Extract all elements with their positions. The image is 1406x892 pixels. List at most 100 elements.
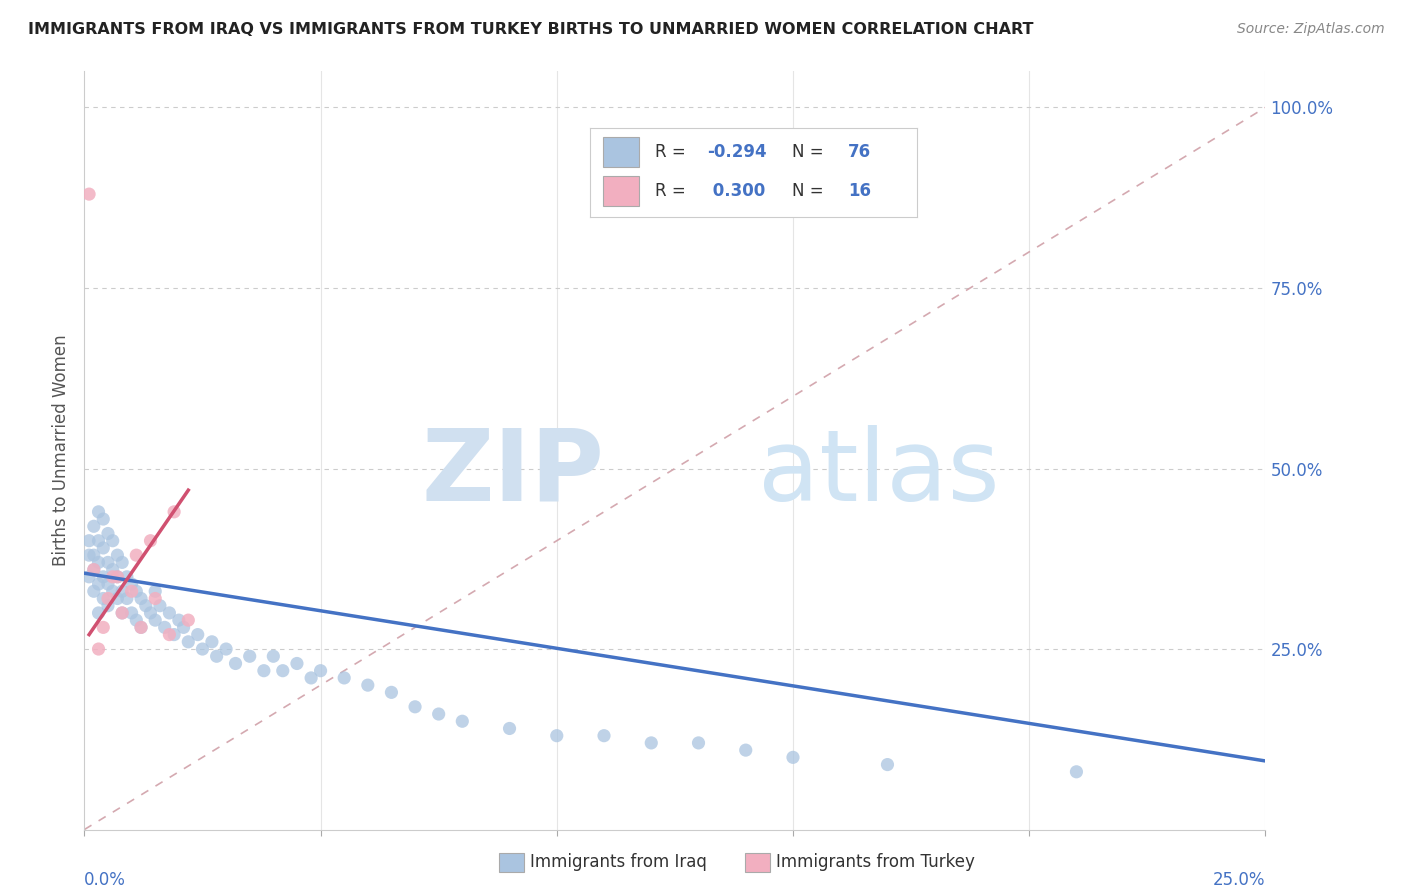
Text: 25.0%: 25.0% bbox=[1213, 871, 1265, 889]
Point bbox=[177, 613, 200, 627]
Text: N =: N = bbox=[793, 182, 824, 200]
Point bbox=[121, 584, 143, 599]
Point bbox=[125, 584, 148, 599]
Point bbox=[688, 736, 710, 750]
Point bbox=[157, 606, 180, 620]
Text: 0.0%: 0.0% bbox=[84, 871, 127, 889]
Point bbox=[87, 555, 110, 569]
Point bbox=[239, 649, 262, 664]
Point bbox=[143, 584, 166, 599]
Point bbox=[87, 505, 110, 519]
Point bbox=[309, 664, 332, 678]
Point bbox=[129, 620, 152, 634]
Point bbox=[187, 627, 209, 641]
Text: IMMIGRANTS FROM IRAQ VS IMMIGRANTS FROM TURKEY BIRTHS TO UNMARRIED WOMEN CORRELA: IMMIGRANTS FROM IRAQ VS IMMIGRANTS FROM … bbox=[28, 22, 1033, 37]
Point bbox=[97, 555, 120, 569]
Point bbox=[734, 743, 756, 757]
Y-axis label: Births to Unmarried Women: Births to Unmarried Women bbox=[52, 334, 70, 566]
Point bbox=[177, 635, 200, 649]
Point bbox=[451, 714, 474, 729]
Point bbox=[129, 591, 152, 606]
Point bbox=[91, 512, 114, 526]
Point bbox=[97, 526, 120, 541]
Point bbox=[83, 563, 105, 577]
Text: Immigrants from Iraq: Immigrants from Iraq bbox=[530, 853, 707, 871]
Point bbox=[380, 685, 402, 699]
Point bbox=[97, 599, 120, 613]
Point bbox=[101, 584, 124, 599]
Point bbox=[163, 627, 186, 641]
Point bbox=[149, 599, 172, 613]
Point bbox=[111, 584, 134, 599]
Point bbox=[77, 570, 100, 584]
Point bbox=[91, 570, 114, 584]
Text: atlas: atlas bbox=[758, 425, 1000, 522]
Point bbox=[125, 613, 148, 627]
Point bbox=[135, 599, 157, 613]
Point bbox=[87, 642, 110, 657]
Point bbox=[1066, 764, 1088, 779]
Point bbox=[91, 620, 114, 634]
Text: -0.294: -0.294 bbox=[707, 143, 768, 161]
Point bbox=[299, 671, 322, 685]
Point bbox=[173, 620, 195, 634]
Point bbox=[876, 757, 898, 772]
Text: 0.300: 0.300 bbox=[707, 182, 766, 200]
Point bbox=[83, 548, 105, 562]
Point bbox=[91, 591, 114, 606]
Text: N =: N = bbox=[793, 143, 824, 161]
Text: 76: 76 bbox=[848, 143, 872, 161]
Point bbox=[191, 642, 214, 657]
Point bbox=[101, 563, 124, 577]
Point bbox=[201, 635, 224, 649]
Point bbox=[107, 570, 129, 584]
Point bbox=[107, 548, 129, 562]
Point bbox=[262, 649, 284, 664]
Point bbox=[285, 657, 308, 671]
Point bbox=[333, 671, 356, 685]
Point bbox=[115, 570, 138, 584]
Point bbox=[101, 570, 124, 584]
FancyBboxPatch shape bbox=[603, 176, 638, 206]
Point bbox=[205, 649, 228, 664]
Point bbox=[215, 642, 238, 657]
Point bbox=[111, 606, 134, 620]
Point bbox=[593, 729, 616, 743]
Point bbox=[77, 187, 100, 202]
Point bbox=[83, 519, 105, 533]
Point bbox=[115, 591, 138, 606]
Point bbox=[157, 627, 180, 641]
Point bbox=[87, 533, 110, 548]
Point bbox=[271, 664, 294, 678]
Point bbox=[640, 736, 662, 750]
Point bbox=[97, 577, 120, 591]
Point bbox=[107, 570, 129, 584]
Point bbox=[97, 591, 120, 606]
Point bbox=[111, 606, 134, 620]
Text: R =: R = bbox=[655, 182, 686, 200]
Point bbox=[129, 620, 152, 634]
Point bbox=[782, 750, 804, 764]
Point bbox=[427, 706, 450, 721]
Point bbox=[111, 555, 134, 569]
Point bbox=[498, 722, 520, 736]
Point bbox=[153, 620, 176, 634]
Point bbox=[163, 505, 186, 519]
Point bbox=[77, 548, 100, 562]
Text: R =: R = bbox=[655, 143, 686, 161]
Point bbox=[87, 577, 110, 591]
FancyBboxPatch shape bbox=[603, 136, 638, 167]
Point bbox=[357, 678, 380, 692]
Point bbox=[404, 699, 426, 714]
Point bbox=[121, 577, 143, 591]
Point bbox=[139, 606, 162, 620]
Point bbox=[121, 606, 143, 620]
Point bbox=[143, 591, 166, 606]
Text: Immigrants from Turkey: Immigrants from Turkey bbox=[776, 853, 974, 871]
Point bbox=[83, 584, 105, 599]
Point bbox=[139, 533, 162, 548]
Text: 16: 16 bbox=[848, 182, 872, 200]
Point bbox=[225, 657, 247, 671]
Point bbox=[101, 533, 124, 548]
Point bbox=[125, 548, 148, 562]
